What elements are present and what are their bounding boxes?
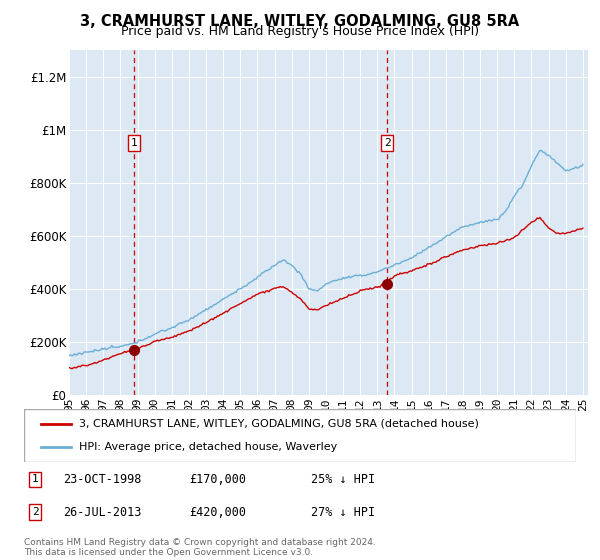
Text: 2: 2 (384, 138, 391, 148)
Text: 3, CRAMHURST LANE, WITLEY, GODALMING, GU8 5RA: 3, CRAMHURST LANE, WITLEY, GODALMING, GU… (80, 14, 520, 29)
Text: HPI: Average price, detached house, Waverley: HPI: Average price, detached house, Wave… (79, 442, 337, 452)
Text: £420,000: £420,000 (190, 506, 247, 519)
Text: 23-OCT-1998: 23-OCT-1998 (62, 473, 141, 486)
Text: 1: 1 (131, 138, 137, 148)
Text: 3, CRAMHURST LANE, WITLEY, GODALMING, GU8 5RA (detached house): 3, CRAMHURST LANE, WITLEY, GODALMING, GU… (79, 419, 479, 429)
Text: Contains HM Land Registry data © Crown copyright and database right 2024.
This d: Contains HM Land Registry data © Crown c… (24, 538, 376, 557)
Text: 2: 2 (32, 507, 38, 517)
Text: 27% ↓ HPI: 27% ↓ HPI (311, 506, 375, 519)
FancyBboxPatch shape (24, 409, 576, 462)
Text: Price paid vs. HM Land Registry's House Price Index (HPI): Price paid vs. HM Land Registry's House … (121, 25, 479, 38)
Text: £170,000: £170,000 (190, 473, 247, 486)
Text: 1: 1 (32, 474, 38, 484)
Text: 26-JUL-2013: 26-JUL-2013 (62, 506, 141, 519)
Text: 25% ↓ HPI: 25% ↓ HPI (311, 473, 375, 486)
